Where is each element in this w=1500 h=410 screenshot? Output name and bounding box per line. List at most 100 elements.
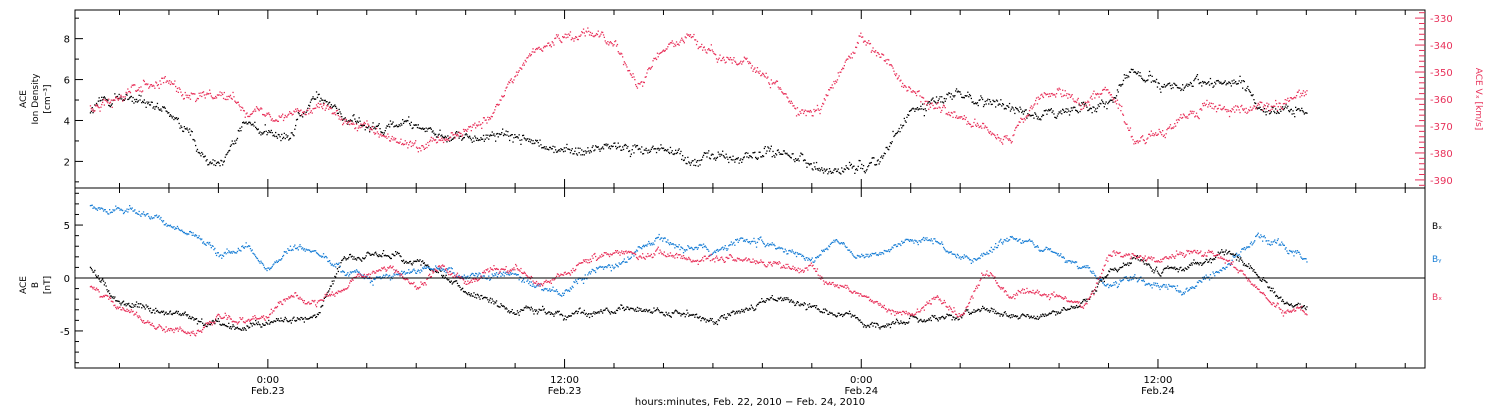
data-point: [198, 235, 200, 237]
data-point: [955, 115, 958, 117]
data-point: [1108, 100, 1111, 102]
data-point: [986, 308, 988, 310]
data-point: [388, 123, 390, 126]
data-point: [1224, 80, 1226, 82]
data-point: [286, 252, 288, 254]
data-point: [840, 173, 842, 175]
data-point: [112, 209, 114, 211]
data-point: [377, 133, 379, 135]
data-point: [456, 134, 459, 136]
data-point: [860, 167, 862, 169]
data-point: [796, 107, 799, 109]
data-point: [182, 230, 184, 233]
data-point: [1068, 110, 1070, 112]
data-point: [1088, 298, 1091, 300]
data-point: [1069, 110, 1072, 113]
data-point: [714, 157, 716, 159]
data-point: [99, 208, 101, 210]
data-point: [558, 149, 560, 151]
bottom-panel: -505 ACE B [nT] Bₓ Bᵧ Bₓ: [19, 187, 1442, 369]
data-point: [1179, 87, 1181, 89]
data-point: [188, 317, 190, 319]
data-point: [195, 235, 198, 237]
data-point: [551, 148, 553, 150]
data-point: [421, 128, 423, 130]
data-point: [486, 122, 488, 124]
data-point: [1084, 103, 1086, 105]
data-point: [1135, 71, 1137, 74]
data-point: [288, 139, 290, 141]
data-point: [262, 133, 264, 135]
data-point: [768, 147, 770, 149]
data-point: [528, 282, 530, 285]
data-point: [1075, 109, 1077, 111]
data-point: [141, 307, 143, 309]
data-point: [134, 209, 136, 211]
data-point: [1286, 99, 1288, 101]
data-point: [289, 249, 291, 251]
data-point: [296, 247, 299, 249]
data-point: [917, 321, 919, 323]
data-point: [695, 313, 698, 315]
data-point: [864, 325, 866, 327]
data-point: [340, 271, 342, 273]
data-point: [1218, 81, 1220, 83]
data-point: [1064, 308, 1066, 311]
data-point: [897, 130, 899, 132]
data-point: [283, 251, 285, 253]
data-point: [422, 262, 425, 264]
data-point: [779, 297, 781, 299]
data-point: [1224, 108, 1226, 111]
data-point: [507, 131, 509, 133]
data-point: [755, 71, 757, 73]
data-point: [482, 298, 484, 300]
data-point: [783, 150, 785, 152]
data-point: [522, 134, 524, 137]
data-point: [664, 315, 666, 317]
data-point: [895, 133, 897, 135]
data-point: [711, 153, 713, 155]
data-point: [535, 310, 537, 312]
data-point: [1295, 106, 1297, 108]
data-point: [762, 155, 764, 157]
data-point: [207, 164, 209, 166]
data-point: [483, 296, 485, 299]
data-point: [735, 63, 738, 65]
data-point: [1127, 262, 1129, 264]
data-point: [902, 321, 905, 323]
data-point: [1068, 114, 1071, 116]
data-point: [186, 233, 188, 236]
data-point: [309, 111, 312, 114]
data-point: [666, 150, 668, 152]
data-point: [316, 96, 319, 99]
data-point: [728, 314, 730, 316]
data-point: [874, 51, 876, 53]
data-point: [809, 163, 812, 165]
data-point: [323, 99, 325, 102]
data-point: [1002, 103, 1004, 105]
data-point: [368, 125, 370, 127]
data-point: [560, 294, 562, 297]
data-point: [241, 106, 243, 108]
data-point: [671, 40, 673, 42]
data-point: [375, 132, 377, 134]
data-point: [155, 106, 157, 108]
data-point: [1241, 80, 1243, 82]
data-point: [1073, 306, 1075, 308]
data-point: [1108, 92, 1110, 94]
data-point: [881, 326, 883, 328]
data-point: [1011, 106, 1013, 108]
data-point: [235, 102, 238, 104]
data-point: [1022, 118, 1024, 120]
data-point: [619, 53, 621, 55]
data-point: [549, 44, 551, 47]
data-point: [599, 265, 601, 268]
data-point: [131, 303, 133, 305]
data-point: [981, 127, 983, 129]
data-point: [534, 51, 536, 53]
data-point: [984, 100, 986, 103]
data-point: [1066, 93, 1068, 95]
data-point: [302, 116, 304, 118]
data-point: [222, 161, 225, 163]
data-point: [358, 271, 360, 273]
